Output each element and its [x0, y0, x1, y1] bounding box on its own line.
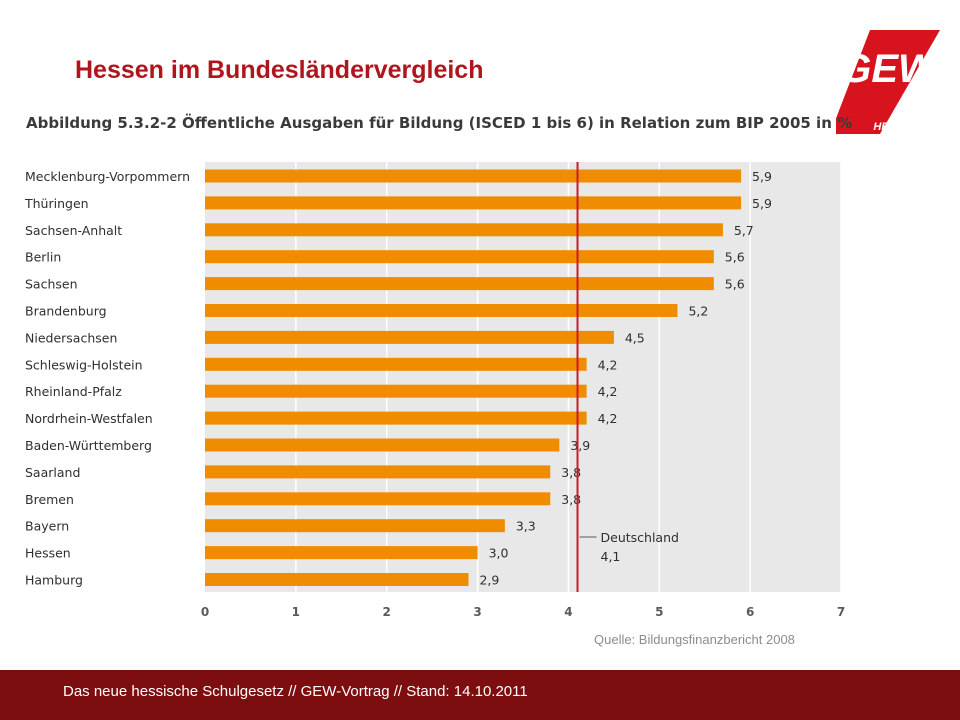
bar-value-label: 3,9: [570, 438, 590, 453]
category-label: Mecklenburg-Vorpommern: [25, 169, 190, 184]
category-label: Brandenburg: [25, 304, 107, 319]
footer-bar: [0, 670, 960, 720]
bar-chart: 0 1 2 3 4 5 6 7 Mecklenburg-Vorpommern 5,9 Thüring…: [24, 162, 845, 619]
x-tick-label: 7: [837, 605, 845, 619]
bar: [205, 519, 505, 533]
bar-value-label: 4,2: [598, 384, 618, 399]
category-label: Sachsen: [25, 277, 78, 292]
category-label: Nordrhein-Westfalen: [25, 411, 153, 426]
bar: [205, 573, 469, 586]
source-note: Quelle: Bildungsfinanzbericht 2008: [594, 632, 795, 647]
bar: [205, 465, 551, 479]
slide-title: Hessen im Bundesländervergleich: [75, 56, 484, 84]
bar-value-label: 4,2: [598, 357, 618, 372]
bar: [205, 169, 742, 183]
bar: [205, 304, 678, 317]
x-tick-label: 4: [564, 605, 572, 619]
category-label: Hessen: [25, 546, 71, 561]
gew-logo: GEW HESSEN: [836, 30, 940, 134]
bar-value-label: 3,8: [561, 465, 581, 480]
bar: [205, 384, 587, 398]
x-tick-label: 3: [473, 605, 481, 619]
bar: [205, 411, 587, 425]
category-label: Thüringen: [24, 196, 89, 211]
category-label: Bayern: [25, 519, 69, 534]
bar: [205, 330, 614, 344]
logo-subtext: HESSEN: [873, 121, 919, 133]
logo-slash-shape: [836, 30, 940, 134]
category-label: Berlin: [25, 250, 61, 265]
bar: [205, 357, 587, 371]
x-tick-label: 5: [655, 605, 663, 619]
bar: [205, 250, 714, 264]
category-label: Sachsen-Anhalt: [25, 223, 122, 238]
bar: [205, 438, 560, 452]
bar: [205, 492, 551, 506]
bar: [205, 223, 723, 237]
bar-value-label: 3,8: [561, 492, 581, 507]
x-tick-label: 2: [383, 605, 391, 619]
bar-value-label: 3,0: [489, 546, 509, 561]
chart-title: Abbildung 5.3.2-2 Öffentliche Ausgaben f…: [26, 114, 853, 132]
bar-value-label: 5,9: [752, 169, 772, 184]
bar-value-label: 5,2: [688, 304, 708, 319]
bar: [205, 546, 478, 560]
footer-text: Das neue hessische Schulgesetz // GEW-Vo…: [63, 683, 528, 700]
x-tick-label: 0: [201, 605, 209, 619]
bar-value-label: 3,3: [516, 519, 536, 534]
bar-value-label: 4,2: [598, 411, 618, 426]
bar-value-label: 4,5: [625, 330, 645, 345]
category-label: Rheinland-Pfalz: [25, 384, 122, 399]
bar-value-label: 5,6: [725, 250, 745, 265]
x-tick-label: 6: [746, 605, 754, 619]
bar-value-label: 5,7: [734, 223, 754, 238]
bar-value-label: 2,9: [479, 573, 499, 588]
bar: [205, 277, 714, 291]
category-label: Saarland: [25, 465, 80, 480]
x-tick-label: 1: [292, 605, 300, 619]
category-label: Niedersachsen: [25, 330, 117, 345]
logo-text: GEW: [840, 47, 939, 91]
category-label: Bremen: [25, 492, 74, 507]
category-label: Hamburg: [25, 573, 83, 588]
category-label: Schleswig-Holstein: [25, 357, 143, 372]
bar-value-label: 5,9: [752, 196, 772, 211]
reference-value-label: 4,1: [601, 549, 621, 564]
reference-label: Deutschland: [601, 530, 679, 545]
category-label: Baden-Württemberg: [25, 438, 152, 453]
bar-value-label: 5,6: [725, 277, 745, 292]
bar: [205, 196, 742, 210]
